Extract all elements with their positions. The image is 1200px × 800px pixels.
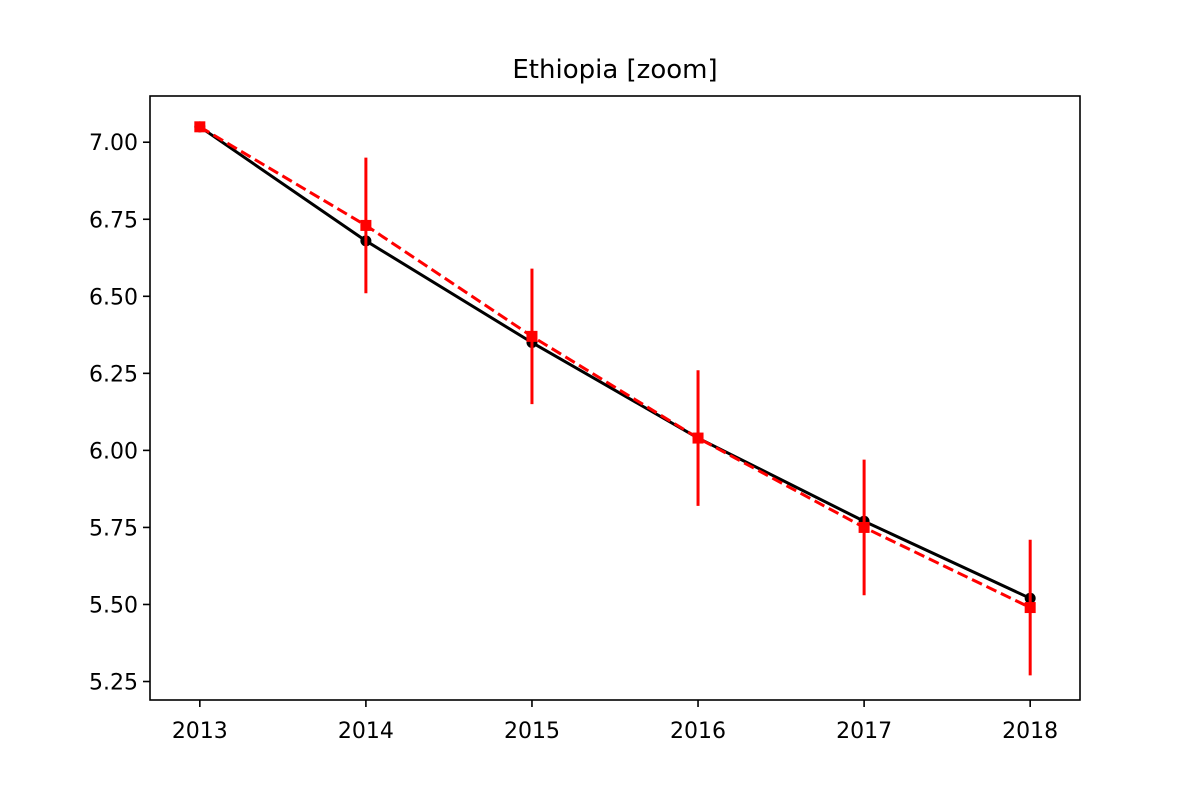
chart-title: Ethiopia [zoom] xyxy=(512,55,717,85)
x-tick-label: 2018 xyxy=(1002,719,1058,744)
data-point xyxy=(692,432,704,444)
axes: 2013 2014 2015 2016 2017 2018 5.25 5.50 5.75 6.00… xyxy=(89,131,1058,744)
x-tick-label: 2017 xyxy=(836,719,892,744)
y-tick-label: 5.75 xyxy=(89,516,138,541)
series-2-line xyxy=(199,125,1031,609)
data-point xyxy=(1024,602,1036,614)
series-2 xyxy=(194,121,1036,676)
y-tick-label: 5.25 xyxy=(89,671,138,696)
plot-area xyxy=(194,121,1036,676)
x-tick-label: 2013 xyxy=(172,719,228,744)
y-tick-label: 6.00 xyxy=(89,439,138,464)
x-tick-label: 2015 xyxy=(504,719,560,744)
y-tick-label: 6.25 xyxy=(89,362,138,387)
plot-frame xyxy=(149,95,1081,701)
x-tick-label: 2014 xyxy=(338,719,394,744)
data-point xyxy=(526,330,538,342)
y-tick-label: 6.50 xyxy=(89,285,138,310)
y-tick-label: 7.00 xyxy=(89,131,138,156)
series-1-line xyxy=(198,125,1031,600)
data-point xyxy=(858,521,870,533)
data-point xyxy=(360,219,372,231)
x-tick-label: 2016 xyxy=(670,719,726,744)
y-tick-label: 5.50 xyxy=(89,593,138,618)
y-tick-label: 6.75 xyxy=(89,208,138,233)
data-point xyxy=(194,121,206,133)
